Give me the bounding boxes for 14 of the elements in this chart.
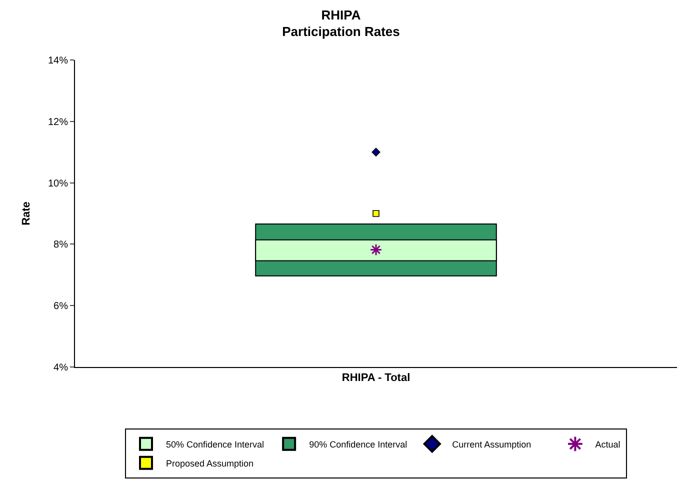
chart-title: RHIPA Participation Rates [282, 7, 400, 40]
y-tick-label: 4% [54, 362, 68, 374]
legend-label: Current Assumption [452, 439, 532, 450]
x-tick-label: RHIPA - Total [342, 372, 410, 384]
legend-label: Proposed Assumption [166, 458, 254, 468]
y-axis-title: Rate [20, 202, 33, 226]
y-tick-label: 8% [54, 240, 68, 251]
legend-label: 90% Confidence Interval [309, 439, 408, 450]
y-tick-label: 6% [54, 301, 68, 312]
y-tick-label: 10% [48, 178, 68, 190]
y-tick-label: 12% [48, 116, 68, 128]
y-tick-label: 14% [48, 56, 68, 66]
legend-label: Actual [595, 439, 620, 450]
legend-label: 50% Confidence Interval [166, 439, 264, 450]
